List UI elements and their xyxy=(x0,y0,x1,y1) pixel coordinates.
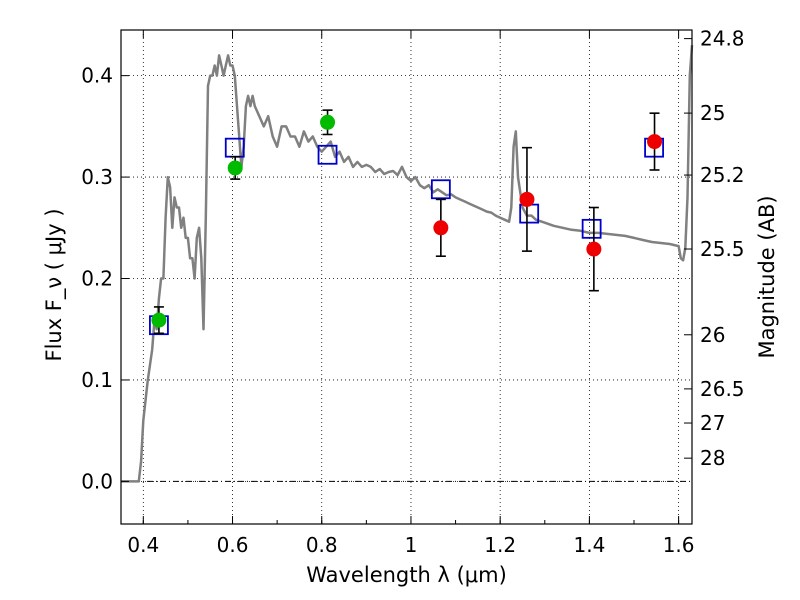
observed-optical-point xyxy=(151,312,167,328)
y2-tick-label: 24.8 xyxy=(700,27,745,51)
y2-tick-label: 26.5 xyxy=(700,377,745,401)
x-tick-label: 0.4 xyxy=(127,533,159,557)
y2-tick-label: 27 xyxy=(700,411,725,435)
ticks-layer: 0.4 0.6 0.8 1 1.2 1.4 1.6 0.0 0.1 0.2 0.3 0.4 24.8 25… xyxy=(81,27,744,557)
y-tick-label: 0.3 xyxy=(81,165,113,189)
y2-tick-label: 25.5 xyxy=(700,237,745,261)
observed-optical-point xyxy=(227,160,243,176)
observed-infrared-point xyxy=(519,191,535,207)
x-tick-label: 1 xyxy=(405,533,418,557)
y-tick-label: 0.4 xyxy=(81,64,113,88)
x-tick-label: 0.6 xyxy=(217,533,249,557)
y2-tick-label: 25.2 xyxy=(700,163,745,187)
observed-optical-point xyxy=(320,114,336,130)
y-tick-label: 0.2 xyxy=(81,267,113,291)
y2-tick-label: 25 xyxy=(700,101,725,125)
x-tick-label: 1.6 xyxy=(663,533,695,557)
model-band-flux-point xyxy=(430,179,451,200)
observed-infrared-point xyxy=(433,220,449,236)
x-tick-label: 1.2 xyxy=(484,533,516,557)
y2-tick-label: 28 xyxy=(700,446,725,470)
marks-layer xyxy=(149,109,664,336)
x-tick-label: 1.4 xyxy=(573,533,605,557)
y2-tick-label: 26 xyxy=(700,323,725,347)
x-axis-label: Wavelength λ (μm) xyxy=(306,563,507,587)
right-axis-label: Magnitude (AB) xyxy=(755,195,779,358)
x-tick-label: 0.8 xyxy=(306,533,338,557)
y-tick-label: 0.0 xyxy=(81,469,113,493)
observed-infrared-point xyxy=(647,134,663,150)
model-spectrum-line xyxy=(121,45,694,483)
plot-frame xyxy=(120,29,693,525)
model-band-flux-point xyxy=(581,218,602,239)
model-band-flux-point xyxy=(317,144,338,165)
y-tick-label: 0.1 xyxy=(81,368,113,392)
observed-infrared-point xyxy=(586,241,602,257)
y-axis-label: Flux F_ν ( μJy ) xyxy=(42,208,67,361)
